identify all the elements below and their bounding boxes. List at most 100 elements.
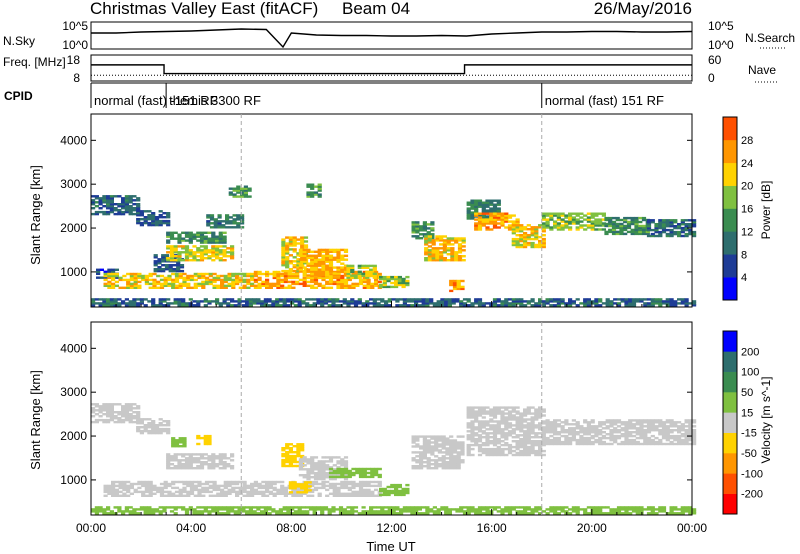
rti-cell [208, 484, 213, 488]
rti-cell [445, 467, 450, 470]
rti-cell [152, 272, 157, 276]
rti-cell [296, 451, 301, 454]
rti-cell [391, 298, 396, 301]
rti-cell [137, 286, 142, 289]
rti-cell [424, 251, 429, 254]
rti-cell [442, 259, 447, 262]
rti-cell [620, 440, 625, 444]
rti-cell [684, 298, 689, 301]
rti-cell [523, 414, 528, 417]
rti-cell [496, 424, 501, 427]
rti-cell [454, 253, 459, 256]
rti-cell [361, 304, 366, 307]
rti-cell [250, 282, 255, 286]
rti-cell [296, 268, 301, 271]
rti-cell [623, 220, 628, 224]
colorbar-swatch [723, 392, 737, 413]
rti-cell [272, 494, 277, 497]
rti-cell [492, 216, 498, 219]
rti-cell [361, 264, 366, 268]
rti-cell [188, 251, 193, 254]
rti-cell [427, 259, 432, 262]
rti-cell [128, 197, 133, 200]
rti-cell [176, 268, 181, 271]
rti-cell [628, 304, 633, 307]
rti-cell [109, 210, 114, 214]
rti-cell [96, 268, 101, 271]
rti-cell [302, 284, 307, 287]
rti-cell [151, 422, 156, 425]
rti-cell [477, 430, 483, 433]
rti-cell [287, 286, 292, 289]
rti-cell [148, 282, 153, 286]
rti-cell [496, 212, 501, 215]
rti-cell [523, 510, 528, 513]
rti-cell [456, 461, 461, 464]
rti-cell [481, 416, 486, 419]
rti-cell [321, 270, 326, 273]
rti-cell [523, 453, 528, 457]
rti-cell [435, 251, 440, 254]
rti-cell [362, 286, 367, 289]
rti-cell [616, 506, 622, 509]
rti-cell [650, 506, 655, 509]
rti-cell [692, 223, 697, 226]
rti-cell [240, 220, 245, 223]
rti-cell [507, 302, 513, 305]
rti-cell [568, 222, 573, 225]
rti-cell [579, 434, 584, 438]
colorbar-tick-label: -200 [741, 489, 763, 501]
rti-cell [452, 281, 458, 285]
rti-cell [624, 304, 629, 307]
rti-cell [669, 508, 674, 511]
rti-cell [240, 195, 245, 198]
rti-cell [650, 440, 655, 444]
rti-cell [630, 232, 635, 236]
rti-cell [107, 280, 112, 284]
rti-cell [265, 272, 270, 276]
rti-cell [477, 436, 483, 439]
rti-cell [126, 282, 131, 286]
rti-cell [430, 463, 435, 466]
rti-cell [372, 304, 377, 307]
rti-cell [283, 494, 288, 497]
rti-cell [209, 222, 215, 225]
rti-cell [437, 449, 442, 452]
rti-cell [485, 226, 490, 229]
rti-cell [336, 490, 341, 494]
rti-cell [654, 300, 659, 303]
rti-cell [136, 197, 141, 200]
rti-cell [575, 427, 580, 430]
rti-cell [310, 286, 315, 289]
rti-cell [386, 493, 391, 497]
rti-cell [422, 445, 427, 448]
rti-cell [489, 209, 494, 212]
rti-cell [511, 241, 516, 245]
rti-cell [312, 512, 317, 515]
rti-cell [257, 484, 262, 488]
rti-cell [121, 302, 126, 305]
rti-cell [250, 482, 255, 486]
rti-cell [654, 419, 659, 422]
rti-cell [347, 480, 352, 484]
rti-cell [541, 436, 546, 439]
rti-cell [470, 434, 475, 437]
rti-cell [366, 492, 371, 495]
rti-cell [688, 442, 693, 446]
rti-cell [401, 283, 406, 287]
rti-cell [325, 474, 330, 477]
rti-cell [571, 222, 576, 225]
rti-cell [298, 268, 303, 271]
rti-cell [658, 433, 663, 436]
rti-cell [601, 218, 606, 221]
rti-cell [188, 241, 193, 244]
rti-cell [560, 421, 565, 424]
rti-cell [188, 457, 193, 460]
rti-cell [439, 257, 444, 260]
rti-cell [196, 442, 201, 446]
rti-cell [126, 278, 131, 282]
rti-cell [122, 482, 127, 486]
rti-cell [343, 268, 349, 271]
rti-cell [325, 272, 330, 275]
colorbar-swatch [723, 208, 737, 232]
